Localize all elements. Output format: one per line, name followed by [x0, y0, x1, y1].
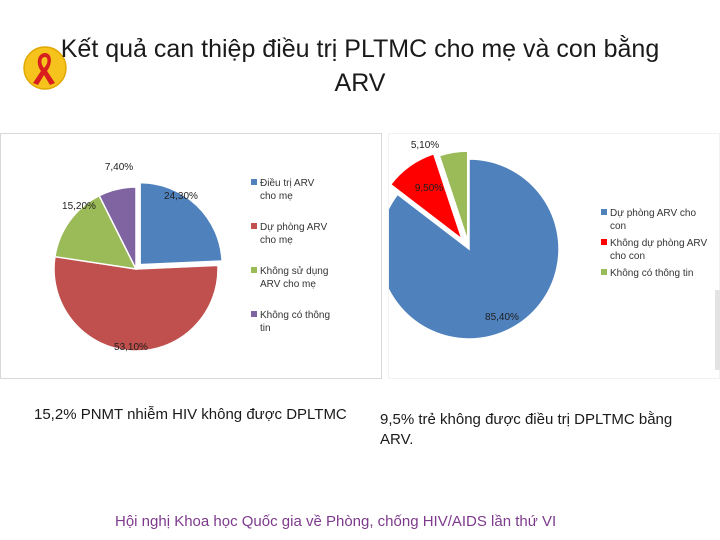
legend-swatch [601, 239, 607, 245]
legend-label: Điều trị ARV cho mẹ [260, 177, 315, 202]
ribbon-logo-icon [23, 46, 67, 90]
pie-slice [139, 181, 223, 266]
pie-slice [389, 152, 464, 242]
slide-edge-bar [715, 290, 720, 370]
pie-value-label: 85,40% [485, 312, 519, 323]
pie-value-label: 53,10% [114, 342, 148, 353]
pie-slice [438, 150, 469, 242]
caption-left: 15,2% PNMT nhiễm HIV không được DPLTMC [34, 406, 347, 423]
pie-slice [54, 194, 138, 270]
chart-child: 85,40% 9,50% 5,10% Dự phòng ARV cho con Không… [389, 140, 707, 340]
caption-right: 9,5% trẻ không được điều trị DPLTMC bằng… [380, 411, 673, 448]
legend-swatch [251, 223, 257, 229]
chart-mother-panel: 24,30% 53,10% 15,20% 7,40% Điều trị ARV cho m… [0, 133, 382, 379]
chart-mother: 24,30% 53,10% 15,20% 7,40% Điều trị ARV cho m… [53, 162, 330, 353]
slide-title: Kết quả can thiệp điều trị PLTMC cho mẹ … [60, 35, 660, 97]
legend-swatch [251, 311, 257, 317]
pie-slice [389, 158, 560, 340]
chart-child-panel: 85,40% 9,50% 5,10% Dự phòng ARV cho con Không… [388, 133, 720, 379]
legend-label: Không sử dụng ARV cho mẹ [260, 265, 328, 290]
legend-label: Không có thông tin [610, 268, 693, 279]
pie-value-label: 7,40% [105, 162, 133, 173]
legend-swatch [251, 179, 257, 185]
pie-value-label: 9,50% [415, 183, 443, 194]
footer-conference: Hội nghị Khoa học Quốc gia về Phòng, chố… [115, 513, 557, 530]
legend-swatch [601, 269, 607, 275]
legend-label: Không có thông tin [260, 310, 330, 334]
pie-value-label: 5,10% [411, 140, 439, 151]
pie-slice [53, 255, 219, 352]
legend-label: Dự phòng ARV cho mẹ [260, 222, 327, 246]
legend-swatch [251, 267, 257, 273]
legend-label: Không dự phòng ARV cho con [610, 238, 707, 262]
pie-value-label: 24,30% [164, 191, 198, 202]
pie-slice [98, 186, 137, 270]
pie-value-label: 15,20% [62, 201, 96, 212]
legend-label: Dự phòng ARV cho con [610, 208, 696, 232]
legend-swatch [601, 209, 607, 215]
